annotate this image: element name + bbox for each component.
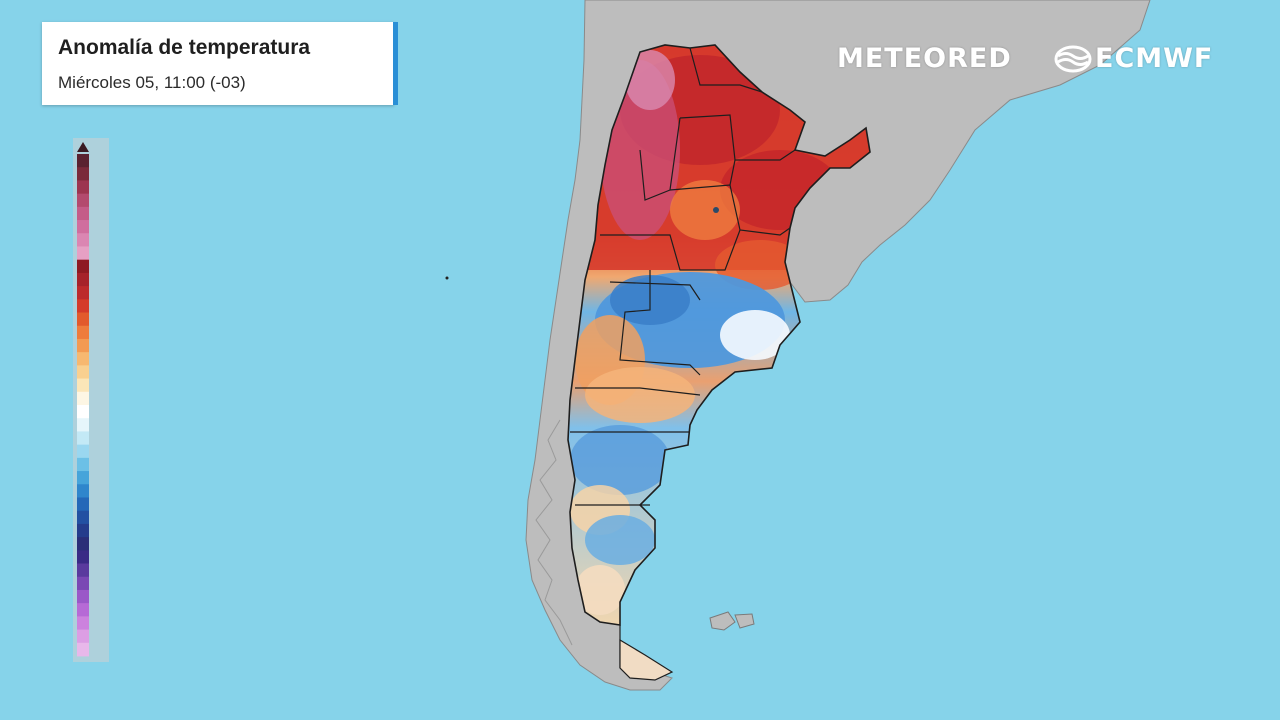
legend-swatch (77, 405, 89, 419)
legend-swatch (77, 391, 89, 406)
legend-swatch (77, 154, 89, 168)
legend-swatch (77, 352, 89, 366)
legend-swatch (77, 338, 89, 353)
legend-swatch (77, 444, 89, 459)
legend-swatch (77, 272, 89, 287)
legend-swatch (77, 457, 89, 472)
chile-coast-detail (535, 419, 573, 646)
legend-swatch (77, 259, 89, 274)
legend-swatch (77, 510, 89, 525)
islas-malvinas (709, 611, 755, 631)
legend-swatch (77, 220, 89, 234)
legend-swatch (77, 365, 89, 379)
legend-swatch (77, 193, 89, 208)
legend-swatches (77, 154, 89, 657)
legend-swatch (77, 431, 89, 446)
legend-swatch (77, 616, 89, 630)
legend-swatch (77, 378, 89, 393)
legend-swatch (77, 484, 89, 498)
legend-swatch (77, 299, 89, 313)
legend-swatch (77, 642, 89, 657)
legend-swatch (77, 286, 89, 300)
lake-marker (713, 207, 719, 213)
legend-swatch (77, 576, 89, 591)
ecmwf-logo-icon (1054, 45, 1092, 73)
legend-swatch (77, 167, 89, 181)
legend-arrow-icon (77, 142, 89, 152)
title-panel: Anomalía de temperatura Miércoles 05, 11… (42, 22, 398, 105)
legend-swatch (77, 471, 89, 485)
legend-swatch (77, 206, 89, 221)
legend-swatch (77, 629, 89, 644)
map-title: Anomalía de temperatura (58, 36, 311, 59)
legend-swatch (77, 603, 89, 617)
map-subtitle: Miércoles 05, 11:00 (-03) (58, 73, 246, 92)
legend-swatch (77, 180, 89, 195)
legend-swatch (77, 550, 89, 564)
legend-swatch (77, 537, 89, 551)
legend-swatch (77, 325, 89, 340)
legend-swatch (77, 589, 89, 604)
island-dot (445, 276, 449, 280)
legend-swatch (77, 233, 89, 247)
tierra-del-fuego (619, 638, 674, 681)
legend-swatch (77, 418, 89, 432)
legend-swatch (77, 563, 89, 578)
color-scale-legend (73, 138, 109, 662)
legend-swatch (77, 523, 89, 538)
legend-swatch (77, 312, 89, 327)
ecmwf-logo: ECMWF (1095, 43, 1214, 74)
legend-swatch (77, 497, 89, 512)
title-accent-bar (393, 22, 398, 105)
legend-swatch (77, 246, 89, 261)
meteored-logo: METEORED (837, 43, 1012, 74)
